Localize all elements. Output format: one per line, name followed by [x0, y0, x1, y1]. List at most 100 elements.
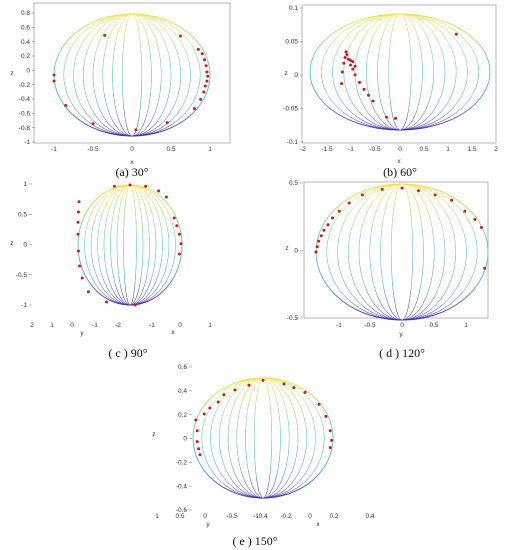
y-axis-label: z	[10, 240, 13, 247]
points	[340, 32, 458, 120]
x-tick-label: 1	[208, 322, 212, 329]
y-tick-label: 0.4	[21, 39, 30, 46]
data-point	[177, 252, 181, 256]
data-point	[330, 438, 334, 442]
x-tick-label: 2	[30, 322, 34, 329]
data-point	[91, 122, 95, 126]
data-point	[128, 183, 132, 187]
data-point	[479, 226, 483, 229]
x-tick-label: 0.5	[166, 146, 175, 153]
data-point	[349, 58, 352, 62]
x-ticks: -1 -0.5 0 0.5 1	[51, 146, 212, 153]
x-tick-label: -0.5	[87, 146, 99, 153]
data-point	[204, 64, 208, 68]
y-tick-label: -0.2	[19, 82, 31, 89]
data-point	[103, 33, 107, 37]
data-point	[52, 79, 56, 83]
x-axis-label: x	[316, 521, 320, 528]
data-point	[353, 73, 357, 77]
data-point	[346, 57, 350, 61]
x-axis-label: y	[399, 331, 403, 338]
data-point	[203, 84, 207, 88]
x-tick-label: 1	[208, 146, 212, 153]
data-point	[78, 264, 82, 268]
y-ticks: 0.6 0.4 0.2 0 -0.2 -0.4 -0.6	[176, 364, 192, 514]
y-tick-label: -1	[24, 139, 30, 146]
x-tick-label: 0	[178, 322, 182, 329]
y-axis-label: z	[10, 70, 13, 77]
data-point	[292, 386, 296, 390]
y-ticks: 1 0.5 0 -0.5 -1	[16, 181, 32, 309]
x-ticks: 2 1 0 -1 -2 -1 0 1	[30, 322, 212, 329]
data-point	[205, 70, 209, 74]
x-tick-label: -1	[348, 146, 354, 153]
x-tick-label: 0	[400, 322, 404, 329]
sphere	[309, 13, 491, 131]
panel-d: 0.5 0 -0.5 -1 -0.5 0 0.5 1 y z ( d ) 120°	[285, 180, 489, 360]
data-point	[394, 116, 397, 120]
y-ticks: 0.1 0.05 0 -0.05 -0.1	[283, 5, 303, 146]
panel-caption: (a) 30°	[115, 165, 148, 179]
z-axis-label: y	[206, 521, 210, 528]
data-point	[247, 383, 251, 387]
x-tick-label: -1	[92, 322, 98, 329]
x-ticks: -2 -1.5 -1 -0.5 0 0.5 1 1.5 2	[300, 146, 498, 153]
y-ticks: 0.8 0.6 0.4 0.2 0 -0.2 -0.4 -0.6 -0.8 -1	[19, 10, 35, 146]
points	[76, 183, 183, 307]
x-tick-label: -1	[336, 322, 342, 329]
panel-caption: ( c ) 90°	[108, 346, 147, 360]
x-tick-label: 0	[70, 322, 74, 329]
data-point	[216, 400, 220, 404]
x-tick-label: 1	[464, 322, 468, 329]
x-tick-label: 0	[130, 146, 134, 153]
data-point	[328, 446, 332, 450]
data-point	[353, 64, 357, 68]
points	[52, 33, 210, 132]
y-tick-label: -0.5	[287, 315, 299, 322]
x-tick-label: -1.5	[321, 146, 333, 153]
panel-a: 0.80.60.40.20-0.2-0.4-0.6-0.8-1 -1 -0.5 0 0…	[10, 2, 231, 179]
y-tick-label: 0	[294, 72, 298, 79]
data-point	[343, 56, 347, 59]
y-tick-label: 0.5	[289, 180, 298, 187]
x-tick-label: -2	[115, 322, 121, 329]
y-tick-label: 0.8	[21, 10, 30, 17]
y-tick-label: 0.2	[21, 53, 30, 60]
panel-e: 0.60.40.20-0.2-0.4-0.6 1 0.5 0 -0.5 -1-0.4 -0…	[152, 364, 375, 548]
y-ticks: 0.5 0 -0.5	[287, 180, 303, 322]
y-tick-label: 0.4	[178, 388, 187, 395]
data-point	[133, 303, 137, 307]
data-point	[345, 53, 349, 57]
data-point	[358, 80, 361, 84]
data-point	[76, 232, 80, 236]
x-tick-label: -0.4	[256, 513, 268, 520]
x-tick-label: 0.5	[419, 146, 428, 153]
data-point	[400, 186, 404, 190]
y-tick-label: -0.6	[19, 111, 31, 118]
x-tick-label: 1	[446, 146, 450, 153]
data-point	[144, 184, 148, 188]
data-point	[52, 73, 56, 77]
data-point	[433, 193, 437, 197]
y-tick-label: -0.5	[16, 272, 28, 279]
sphere	[315, 183, 489, 321]
x-tick-label: -0.2	[280, 513, 292, 520]
x-ticks: -1 -0.5 0 0.5 1	[336, 322, 468, 329]
x-tick-label: 0.5	[175, 513, 184, 520]
data-point	[317, 239, 321, 243]
x-axis-label: x	[130, 159, 134, 166]
x-tick-label: -2	[300, 146, 306, 153]
y-tick-label: 0.5	[18, 211, 27, 218]
data-point	[347, 201, 351, 205]
data-point	[222, 393, 226, 397]
data-point	[200, 52, 204, 56]
x-tick-label: -0.5	[369, 146, 381, 153]
y-tick-label: -0.05	[283, 106, 298, 113]
y-tick-label: 0.1	[289, 5, 298, 12]
data-point	[417, 189, 420, 193]
data-point	[195, 429, 199, 433]
data-point	[371, 99, 375, 103]
data-point	[342, 61, 346, 65]
data-point	[362, 87, 366, 91]
data-point	[450, 198, 454, 202]
